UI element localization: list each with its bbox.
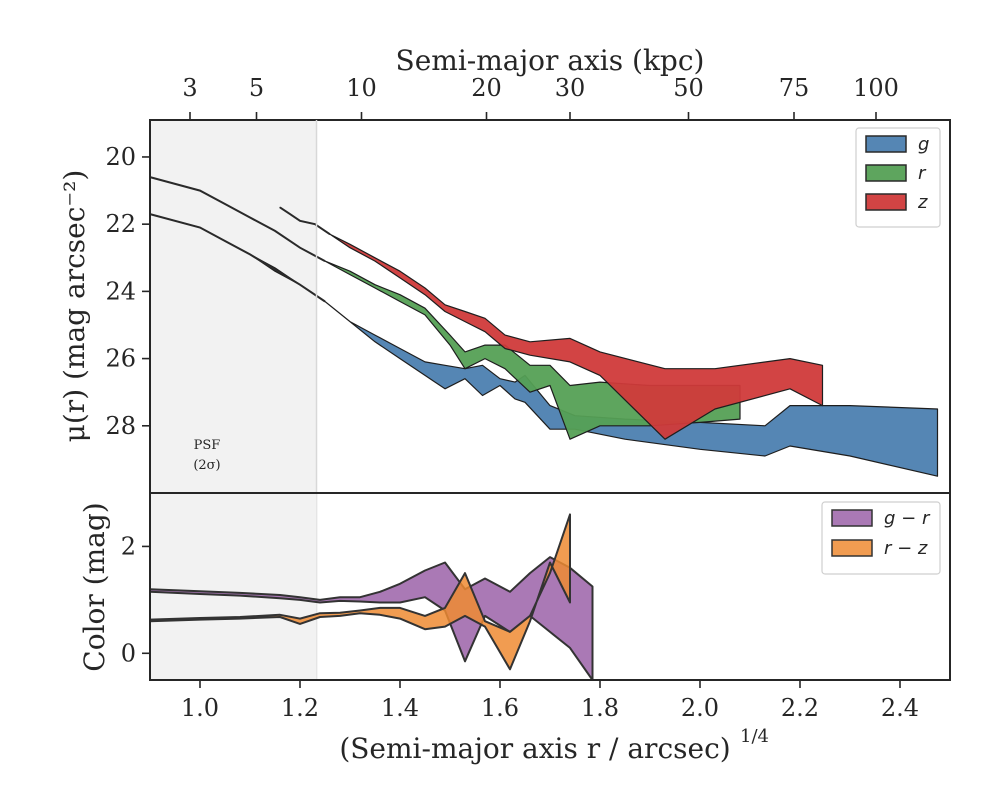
legend-label-r: r [918,163,927,184]
x-tick-label: 2.4 [881,694,919,722]
x-tick-label: 2.0 [681,694,719,722]
legend-label-rz: r − z [884,538,928,559]
band-z [279,206,824,440]
x-ticks: 1.0 1.2 1.4 1.6 1.8 2.0 2.2 2.4 [181,680,919,722]
kpc-tick-label: 5 [249,74,264,102]
legend-label-gr: g − r [884,508,931,529]
x-tick-label: 1.8 [581,694,619,722]
psf-label-line1: PSF [194,438,221,453]
legend-swatch-rz [831,539,873,557]
color-frame [149,492,951,681]
sb-y-tick-label: 26 [105,345,136,373]
x-tick-label: 1.2 [281,694,319,722]
y-axis-label-sb: μ(r) (mag arcsec⁻²) [58,170,91,443]
psf-label: PSF (2σ) [193,438,220,473]
kpc-tick-label: 30 [555,74,586,102]
legend-swatch-r [865,164,907,182]
kpc-tick-label: 100 [853,74,899,102]
color-panel: 02 1.0 1.2 1.4 1.6 1.8 2.0 2.2 2.4 g − rr − z [121,492,951,722]
sb-inner-lines [149,176,331,303]
legend-label-z: z [917,192,928,213]
color-y-tick-label: 2 [121,532,136,560]
color-legend: g − r r − z [821,501,941,575]
color-y-ticks: 02 [121,532,150,667]
sb-y-tick-label: 20 [105,143,136,171]
kpc-tick-label: 10 [346,74,377,102]
sb-bands [149,176,939,477]
profile-line-r [149,176,326,262]
x-tick-label: 1.6 [481,694,519,722]
top-x-axis-label: Semi-major axis (kpc) [396,44,705,77]
kpc-tick-label: 75 [779,74,810,102]
sb-y-ticks: 20 22 24 26 28 [105,143,150,440]
profile-line-g [149,213,326,303]
psf-region [150,120,317,493]
sb-legend: grz [855,127,941,228]
legend-swatch-gr [831,509,873,527]
x-axis-label-text: (Semi-major axis r / arcsec) [339,732,730,765]
band-rz [149,513,571,671]
psf-label-line2: (2σ) [193,458,220,473]
sb-y-tick-label: 22 [105,210,136,238]
profile-line-z [279,206,331,236]
x-axis-label-exponent: 1/4 [740,726,769,747]
color-y-tick-label: 0 [121,639,136,667]
legend-label-g: g [918,134,929,155]
band-g [149,213,939,477]
y-axis-label-color: Color (mag) [78,502,111,671]
legend-swatch-z [865,193,907,211]
kpc-tick-label: 20 [471,74,502,102]
psf-region-bottom [150,493,317,680]
x-axis-label: (Semi-major axis r / arcsec) 1/4 [339,726,769,765]
sb-y-tick-label: 24 [105,277,136,305]
sb-y-tick-label: 28 [105,412,136,440]
kpc-ticks: 3 5 10 20 30 50 75 100 [182,74,899,120]
x-tick-label: 2.2 [781,694,819,722]
x-tick-label: 1.4 [381,694,419,722]
x-tick-label: 1.0 [181,694,219,722]
kpc-tick-label: 50 [673,74,704,102]
legend-swatch-g [865,135,907,153]
kpc-tick-label: 3 [182,74,197,102]
